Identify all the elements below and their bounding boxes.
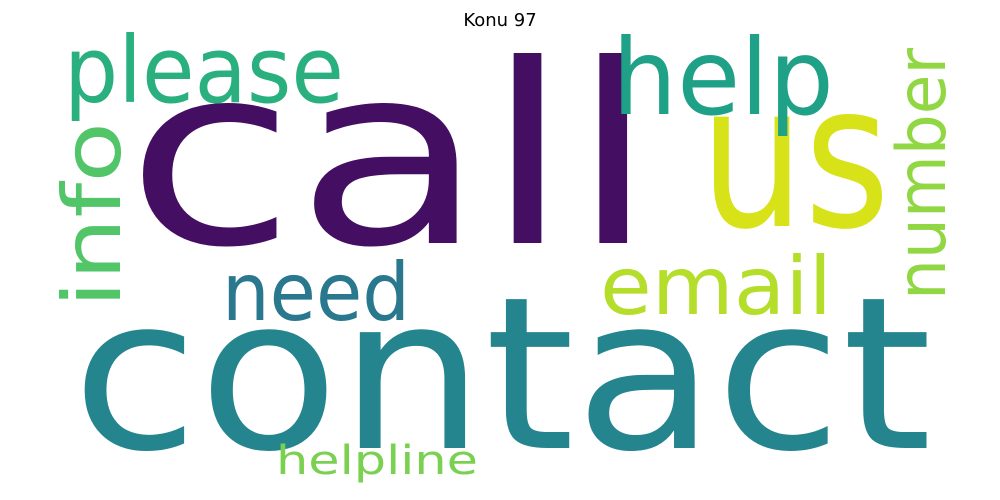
word-please: please xyxy=(64,17,344,124)
word-info: info xyxy=(46,122,139,308)
word-call: call xyxy=(126,11,656,302)
word-need: need xyxy=(222,246,410,339)
word-contact: contact xyxy=(72,251,932,498)
word-email: email xyxy=(600,240,832,333)
figure-title: Konu 97 xyxy=(463,10,537,31)
word-number: number xyxy=(883,48,962,300)
word-us: us xyxy=(700,41,890,274)
word-helpline: helpline xyxy=(276,438,478,484)
word-help: help xyxy=(612,17,834,139)
